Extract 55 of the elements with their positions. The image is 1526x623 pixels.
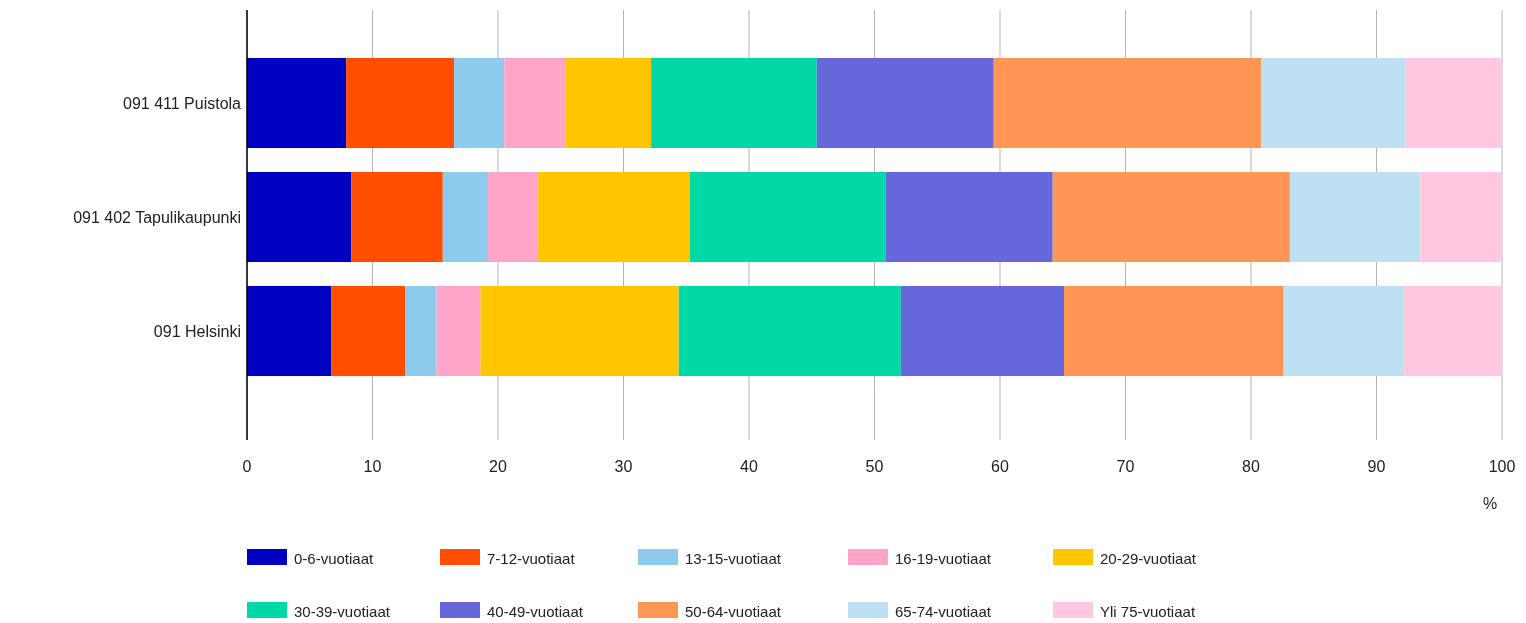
legend-label: 65-74-vuotiaat <box>895 603 992 620</box>
bar <box>816 57 994 149</box>
bar <box>1405 57 1502 149</box>
bar <box>1052 171 1290 263</box>
legend-label: 20-29-vuotiaat <box>1100 550 1197 567</box>
bar <box>351 171 443 263</box>
bar <box>487 171 539 263</box>
bar <box>504 57 566 149</box>
bar <box>538 171 691 263</box>
legend-label: 30-39-vuotiaat <box>294 603 391 620</box>
bar <box>331 285 406 377</box>
y-tick-label: 091 Helsinki <box>153 323 241 340</box>
x-tick-label: 50 <box>865 458 884 475</box>
bar <box>1261 57 1406 149</box>
bar <box>565 57 652 149</box>
legend-label: 0-6-vuotiaat <box>294 550 375 567</box>
x-tick-label: 70 <box>1116 458 1135 475</box>
x-axis-title: % <box>1482 495 1498 512</box>
bar <box>885 171 1053 263</box>
x-tick-label: 20 <box>489 458 507 475</box>
bar <box>247 171 352 263</box>
bar <box>480 285 679 377</box>
bar <box>247 57 347 149</box>
y-tick-label: 091 402 Tapulikaupunki <box>73 209 241 226</box>
bar <box>993 57 1262 149</box>
x-tick-label: 30 <box>614 458 633 475</box>
legend-label: 7-12-vuotiaat <box>487 550 576 567</box>
bar <box>651 57 817 149</box>
bar <box>1404 285 1502 377</box>
bar <box>678 285 901 377</box>
y-tick-label: 091 411 Puistola <box>122 95 242 112</box>
legend-label: Yli 75-vuotiaat <box>1100 603 1196 620</box>
bar <box>346 57 455 149</box>
bar <box>436 285 481 377</box>
x-tick-label: 10 <box>363 458 382 475</box>
x-tick-label: 100 <box>1488 458 1516 475</box>
bar <box>1283 285 1405 377</box>
x-tick-label: 0 <box>242 458 252 475</box>
bar <box>1420 171 1503 263</box>
x-tick-label: 40 <box>740 458 758 475</box>
bar <box>405 285 437 377</box>
x-tick-label: 90 <box>1367 458 1386 475</box>
legend-label: 50-64-vuotiaat <box>685 603 782 620</box>
legend-label: 13-15-vuotiaat <box>685 550 782 567</box>
legend-label: 40-49-vuotiaat <box>487 603 584 620</box>
x-tick-label: 80 <box>1242 458 1260 475</box>
x-tick-label: 60 <box>991 458 1009 475</box>
bar <box>1064 285 1284 377</box>
bar <box>1289 171 1421 263</box>
bar <box>247 285 332 377</box>
bar <box>454 57 505 149</box>
legend-label: 16-19-vuotiaat <box>895 550 992 567</box>
bar <box>442 171 488 263</box>
bar <box>900 285 1065 377</box>
bar <box>690 171 886 263</box>
